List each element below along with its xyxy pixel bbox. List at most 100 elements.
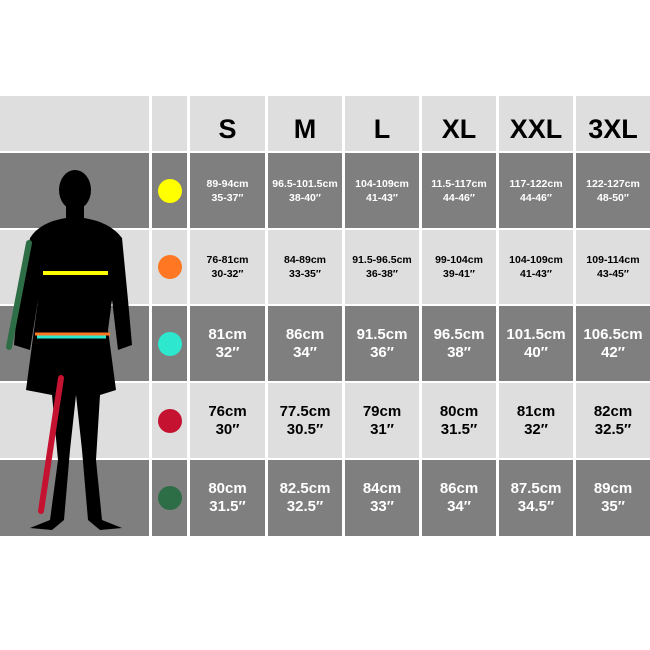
cm-value: 122-127cm xyxy=(586,177,640,190)
cm-value: 106.5cm xyxy=(583,325,643,343)
chest-dot-icon xyxy=(157,178,182,203)
measurement-cell: 81cm 32″ xyxy=(499,383,573,458)
cm-value: 89cm xyxy=(593,480,633,497)
icon-cell xyxy=(152,383,187,458)
cm-value: 104-109cm xyxy=(509,254,563,266)
measurement-cell: 104-109cm 41-43″ xyxy=(345,153,419,228)
cm-value: 76-81cm xyxy=(206,254,249,266)
cm-value: 91.5-96.5cm xyxy=(352,254,412,266)
figure-cell xyxy=(0,460,149,536)
cm-value: 91.5cm xyxy=(356,325,408,343)
inch-value: 40″ xyxy=(524,343,548,361)
measurement-cell: 99-104cm 39-41″ xyxy=(422,230,496,304)
cm-value: 104-109cm xyxy=(355,177,409,190)
measurement-cell: 82cm 32.5″ xyxy=(576,383,650,458)
measurement-cell: 87.5cm 34.5″ xyxy=(499,460,573,536)
size-header-XXL: XXL xyxy=(499,96,573,151)
measurement-cell: 91.5cm 36″ xyxy=(345,306,419,381)
measurement-cell: 77.5cm 30.5″ xyxy=(268,383,342,458)
measurement-cell: 86cm 34″ xyxy=(422,460,496,536)
icon-cell xyxy=(152,306,187,381)
waist-dot-icon xyxy=(157,255,182,279)
cm-value: 99-104cm xyxy=(435,254,483,266)
inch-value: 35-37″ xyxy=(211,191,244,204)
size-label: M xyxy=(293,114,317,144)
inch-value: 41-43″ xyxy=(520,268,552,280)
body-silhouette xyxy=(6,170,132,530)
measurement-cell: 76-81cm 30-32″ xyxy=(190,230,265,304)
size-header-L: L xyxy=(345,96,419,151)
inseam-dot-icon xyxy=(157,408,182,433)
inch-value: 32.5″ xyxy=(286,498,324,515)
hip-dot-icon xyxy=(157,331,182,356)
cm-value: 80cm xyxy=(208,480,247,497)
measurement-cell: 76cm 30″ xyxy=(190,383,265,458)
measurement-cell: 79cm 31″ xyxy=(345,383,419,458)
cm-value: 81cm xyxy=(208,325,247,343)
cm-value: 84cm xyxy=(362,480,402,497)
inch-value: 41-43″ xyxy=(366,191,398,204)
inch-value: 42″ xyxy=(601,343,625,361)
inch-value: 48-50″ xyxy=(597,191,629,204)
size-label: XXL xyxy=(509,114,563,144)
cm-value: 82cm xyxy=(593,402,633,420)
inch-value: 31.5″ xyxy=(209,498,246,515)
measurement-cell: 84cm 33″ xyxy=(345,460,419,536)
cm-value: 11.5-117cm xyxy=(431,177,487,190)
inch-value: 31.5″ xyxy=(440,420,478,438)
size-label: XL xyxy=(441,114,477,144)
measurement-cell: 82.5cm 32.5″ xyxy=(268,460,342,536)
cm-value: 82.5cm xyxy=(279,480,331,497)
cm-value: 76cm xyxy=(208,402,247,420)
inch-value: 33-35″ xyxy=(289,268,321,280)
cm-value: 101.5cm xyxy=(506,325,566,343)
inch-value: 34″ xyxy=(447,498,471,515)
size-header-S: S xyxy=(190,96,265,151)
inch-value: 35″ xyxy=(601,498,625,515)
measurement-cell: 11.5-117cm 44-46″ xyxy=(422,153,496,228)
header-blank xyxy=(0,96,149,151)
measurement-cell: 80cm 31.5″ xyxy=(190,460,265,536)
measurement-cell: 84-89cm 33-35″ xyxy=(268,230,342,304)
inch-value: 38-40″ xyxy=(289,191,321,204)
inch-value: 32″ xyxy=(215,343,240,361)
inch-value: 36-38″ xyxy=(366,268,398,280)
cm-value: 77.5cm xyxy=(279,402,331,420)
measurement-cell: 117-122cm 44-46″ xyxy=(499,153,573,228)
cm-value: 96.5-101.5cm xyxy=(272,177,338,190)
cm-value: 86cm xyxy=(439,480,479,497)
measurement-cell: 80cm 31.5″ xyxy=(422,383,496,458)
measurement-cell: 81cm 32″ xyxy=(190,306,265,381)
inch-value: 44-46″ xyxy=(520,191,552,204)
inch-value: 30″ xyxy=(215,420,240,438)
inch-value: 44-46″ xyxy=(443,191,475,204)
measurement-cell: 86cm 34″ xyxy=(268,306,342,381)
inch-value: 43-45″ xyxy=(597,268,629,280)
cm-value: 87.5cm xyxy=(510,480,562,497)
inch-value: 38″ xyxy=(447,343,471,361)
cm-value: 89-94cm xyxy=(206,177,249,190)
inch-value: 34″ xyxy=(293,343,317,361)
size-label: L xyxy=(373,114,391,144)
measurement-cell: 104-109cm 41-43″ xyxy=(499,230,573,304)
icon-cell xyxy=(152,460,187,536)
measurement-cell: 122-127cm 48-50″ xyxy=(576,153,650,228)
inch-value: 30-32″ xyxy=(211,268,244,280)
header-blank xyxy=(152,96,187,151)
measurement-cell: 96.5-101.5cm 38-40″ xyxy=(268,153,342,228)
inch-value: 32.5″ xyxy=(594,420,632,438)
measurement-cell: 106.5cm 42″ xyxy=(576,306,650,381)
measurement-cell: 91.5-96.5cm 36-38″ xyxy=(345,230,419,304)
sleeve-dot-icon xyxy=(157,486,182,510)
icon-cell xyxy=(152,230,187,304)
cm-value: 86cm xyxy=(285,325,325,343)
inch-value: 34.5″ xyxy=(517,498,555,515)
icon-cell xyxy=(152,153,187,228)
inch-value: 39-41″ xyxy=(443,268,475,280)
measurement-cell: 89cm 35″ xyxy=(576,460,650,536)
inch-value: 36″ xyxy=(370,343,394,361)
measurement-cell: 89-94cm 35-37″ xyxy=(190,153,265,228)
inch-value: 32″ xyxy=(524,420,548,438)
cm-value: 80cm xyxy=(439,402,479,420)
size-header-XL: XL xyxy=(422,96,496,151)
